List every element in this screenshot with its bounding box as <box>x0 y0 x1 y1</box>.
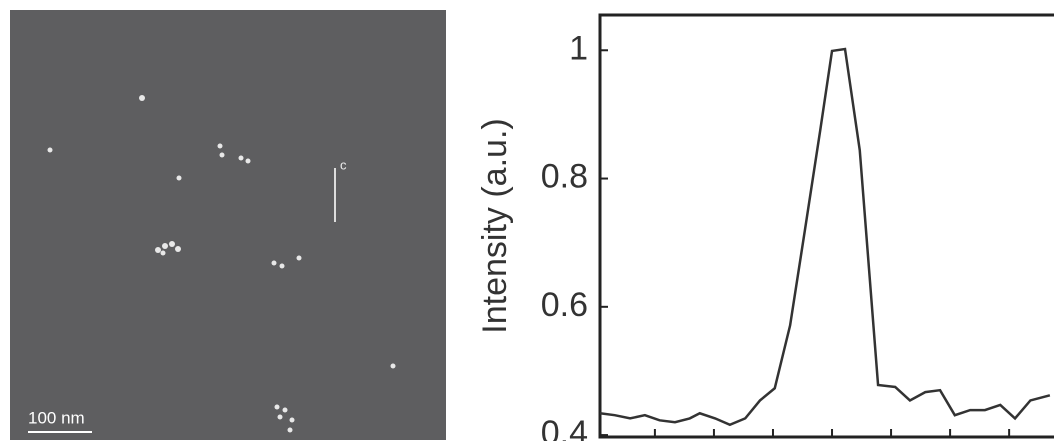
intensity-line <box>600 49 1050 425</box>
figure: c 100 nm Intensity (a.u.) 1 0.8 0.6 0.4 <box>0 0 1054 441</box>
scale-bar-label: 100 nm <box>28 408 85 427</box>
y-tick-label: 0.4 <box>541 414 588 441</box>
page: c 100 nm Intensity (a.u.) 10.80.60.4 (()… <box>0 0 1054 441</box>
y-tick-label: 1 <box>569 29 588 67</box>
profile-label: c <box>340 157 347 172</box>
y-tick-label: 0.6 <box>541 286 588 324</box>
micrograph <box>10 10 446 440</box>
y-axis-label: Intensity (a.u.) <box>476 118 514 333</box>
y-tick-label: 0.8 <box>541 158 588 196</box>
